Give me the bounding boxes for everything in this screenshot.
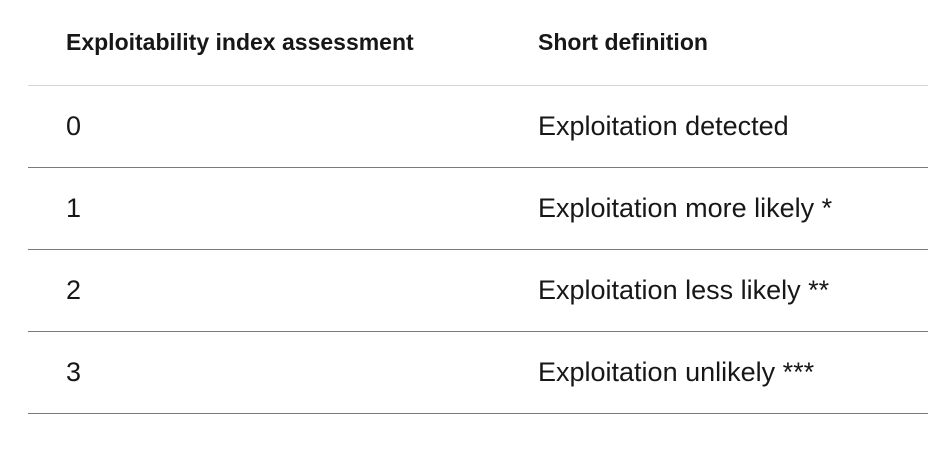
column-header-definition: Short definition [538, 0, 928, 86]
index-cell: 2 [28, 249, 538, 332]
column-header-index: Exploitability index assessment [28, 0, 538, 86]
exploitability-table-container: Exploitability index assessment Short de… [28, 0, 928, 414]
exploitability-table: Exploitability index assessment Short de… [28, 0, 928, 414]
table-row: 2 Exploitation less likely ** [28, 249, 928, 332]
index-cell: 0 [28, 85, 538, 168]
table-row: 3 Exploitation unlikely *** [28, 331, 928, 414]
index-cell: 1 [28, 167, 538, 250]
index-cell: 3 [28, 331, 538, 414]
table-row: 0 Exploitation detected [28, 85, 928, 168]
definition-cell: Exploitation detected [538, 85, 928, 168]
table-header-row: Exploitability index assessment Short de… [28, 0, 928, 86]
definition-cell: Exploitation more likely * [538, 167, 928, 250]
definition-cell: Exploitation less likely ** [538, 249, 928, 332]
definition-cell: Exploitation unlikely *** [538, 331, 928, 414]
table-row: 1 Exploitation more likely * [28, 167, 928, 250]
